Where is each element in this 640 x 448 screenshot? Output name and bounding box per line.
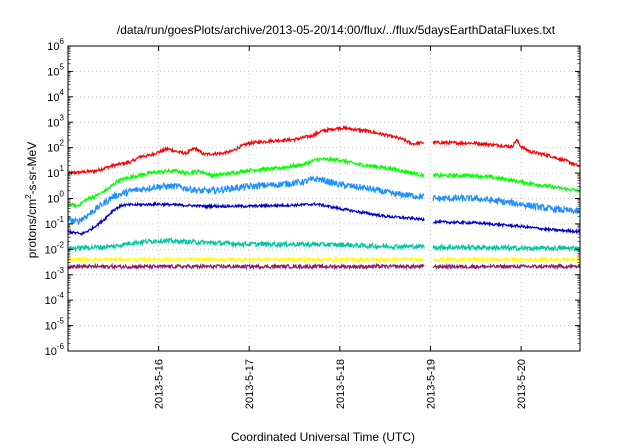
series-line-1	[67, 125, 425, 176]
series-line-2	[67, 155, 425, 210]
y-tick-label: 102	[47, 139, 64, 155]
series-line-3	[432, 193, 581, 215]
y-axis-title-base: protons/cm	[25, 199, 39, 258]
series-line-7	[432, 262, 581, 271]
series-line-6	[67, 255, 425, 264]
x-tick-label: 2013-5-17	[244, 359, 256, 409]
series-line-2	[432, 171, 581, 194]
y-tick-label: 10-1	[45, 215, 65, 231]
x-axis-title: Coordinated Universal Time (UTC)	[231, 430, 415, 444]
series-line-4	[432, 218, 581, 235]
x-tick-label: 2013-5-18	[335, 359, 347, 409]
y-tick-label: 10-4	[45, 291, 65, 307]
y-tick-label: 104	[47, 88, 64, 104]
series-line-4	[67, 201, 425, 236]
y-axis-ticks: 106 105 104 103 102 101 100 10-1 10-2 10-3 10-4 10-…	[45, 37, 580, 358]
y-tick-label: 10-5	[45, 317, 65, 333]
series-line-5	[67, 237, 425, 253]
grid-lines	[68, 46, 580, 351]
data-series	[67, 125, 581, 271]
series-line-7	[67, 262, 425, 271]
series-line-6	[432, 255, 581, 263]
y-tick-label: 10-6	[45, 342, 65, 358]
series-line-1	[432, 138, 581, 168]
y-tick-label: 105	[47, 62, 64, 78]
chart-title: /data/run/goesPlots/archive/2013-05-20/1…	[117, 23, 556, 37]
x-tick-label: 2013-5-20	[516, 359, 528, 409]
x-axis-ticks: 2013-5-16 2013-5-17 2013-5-18 2013-5-19 2013…	[154, 46, 528, 409]
series-line-3	[67, 175, 425, 225]
y-axis-title-rest: -s-sr-MeV	[25, 142, 39, 195]
y-axis-title-sup: 2	[24, 194, 33, 199]
y-tick-label: 10-3	[45, 266, 65, 282]
y-tick-label: 106	[47, 37, 64, 53]
y-tick-label: 101	[47, 164, 64, 180]
y-tick-label: 100	[47, 190, 64, 206]
x-tick-label: 2013-5-19	[425, 359, 437, 409]
y-tick-label: 10-2	[45, 240, 65, 256]
y-tick-label: 103	[47, 113, 64, 129]
x-tick-label: 2013-5-16	[154, 359, 166, 409]
y-axis-title: protons/cm2-s-sr-MeV	[24, 142, 39, 258]
series-line-5	[432, 243, 581, 253]
